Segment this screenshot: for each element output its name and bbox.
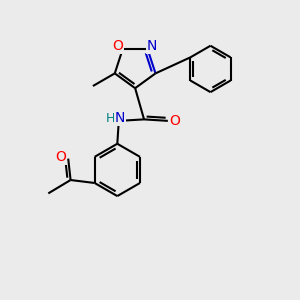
Text: O: O <box>55 150 66 164</box>
Text: O: O <box>113 40 124 53</box>
Text: O: O <box>169 114 180 128</box>
Text: N: N <box>115 112 125 125</box>
Text: N: N <box>147 40 158 53</box>
Text: H: H <box>106 112 115 125</box>
